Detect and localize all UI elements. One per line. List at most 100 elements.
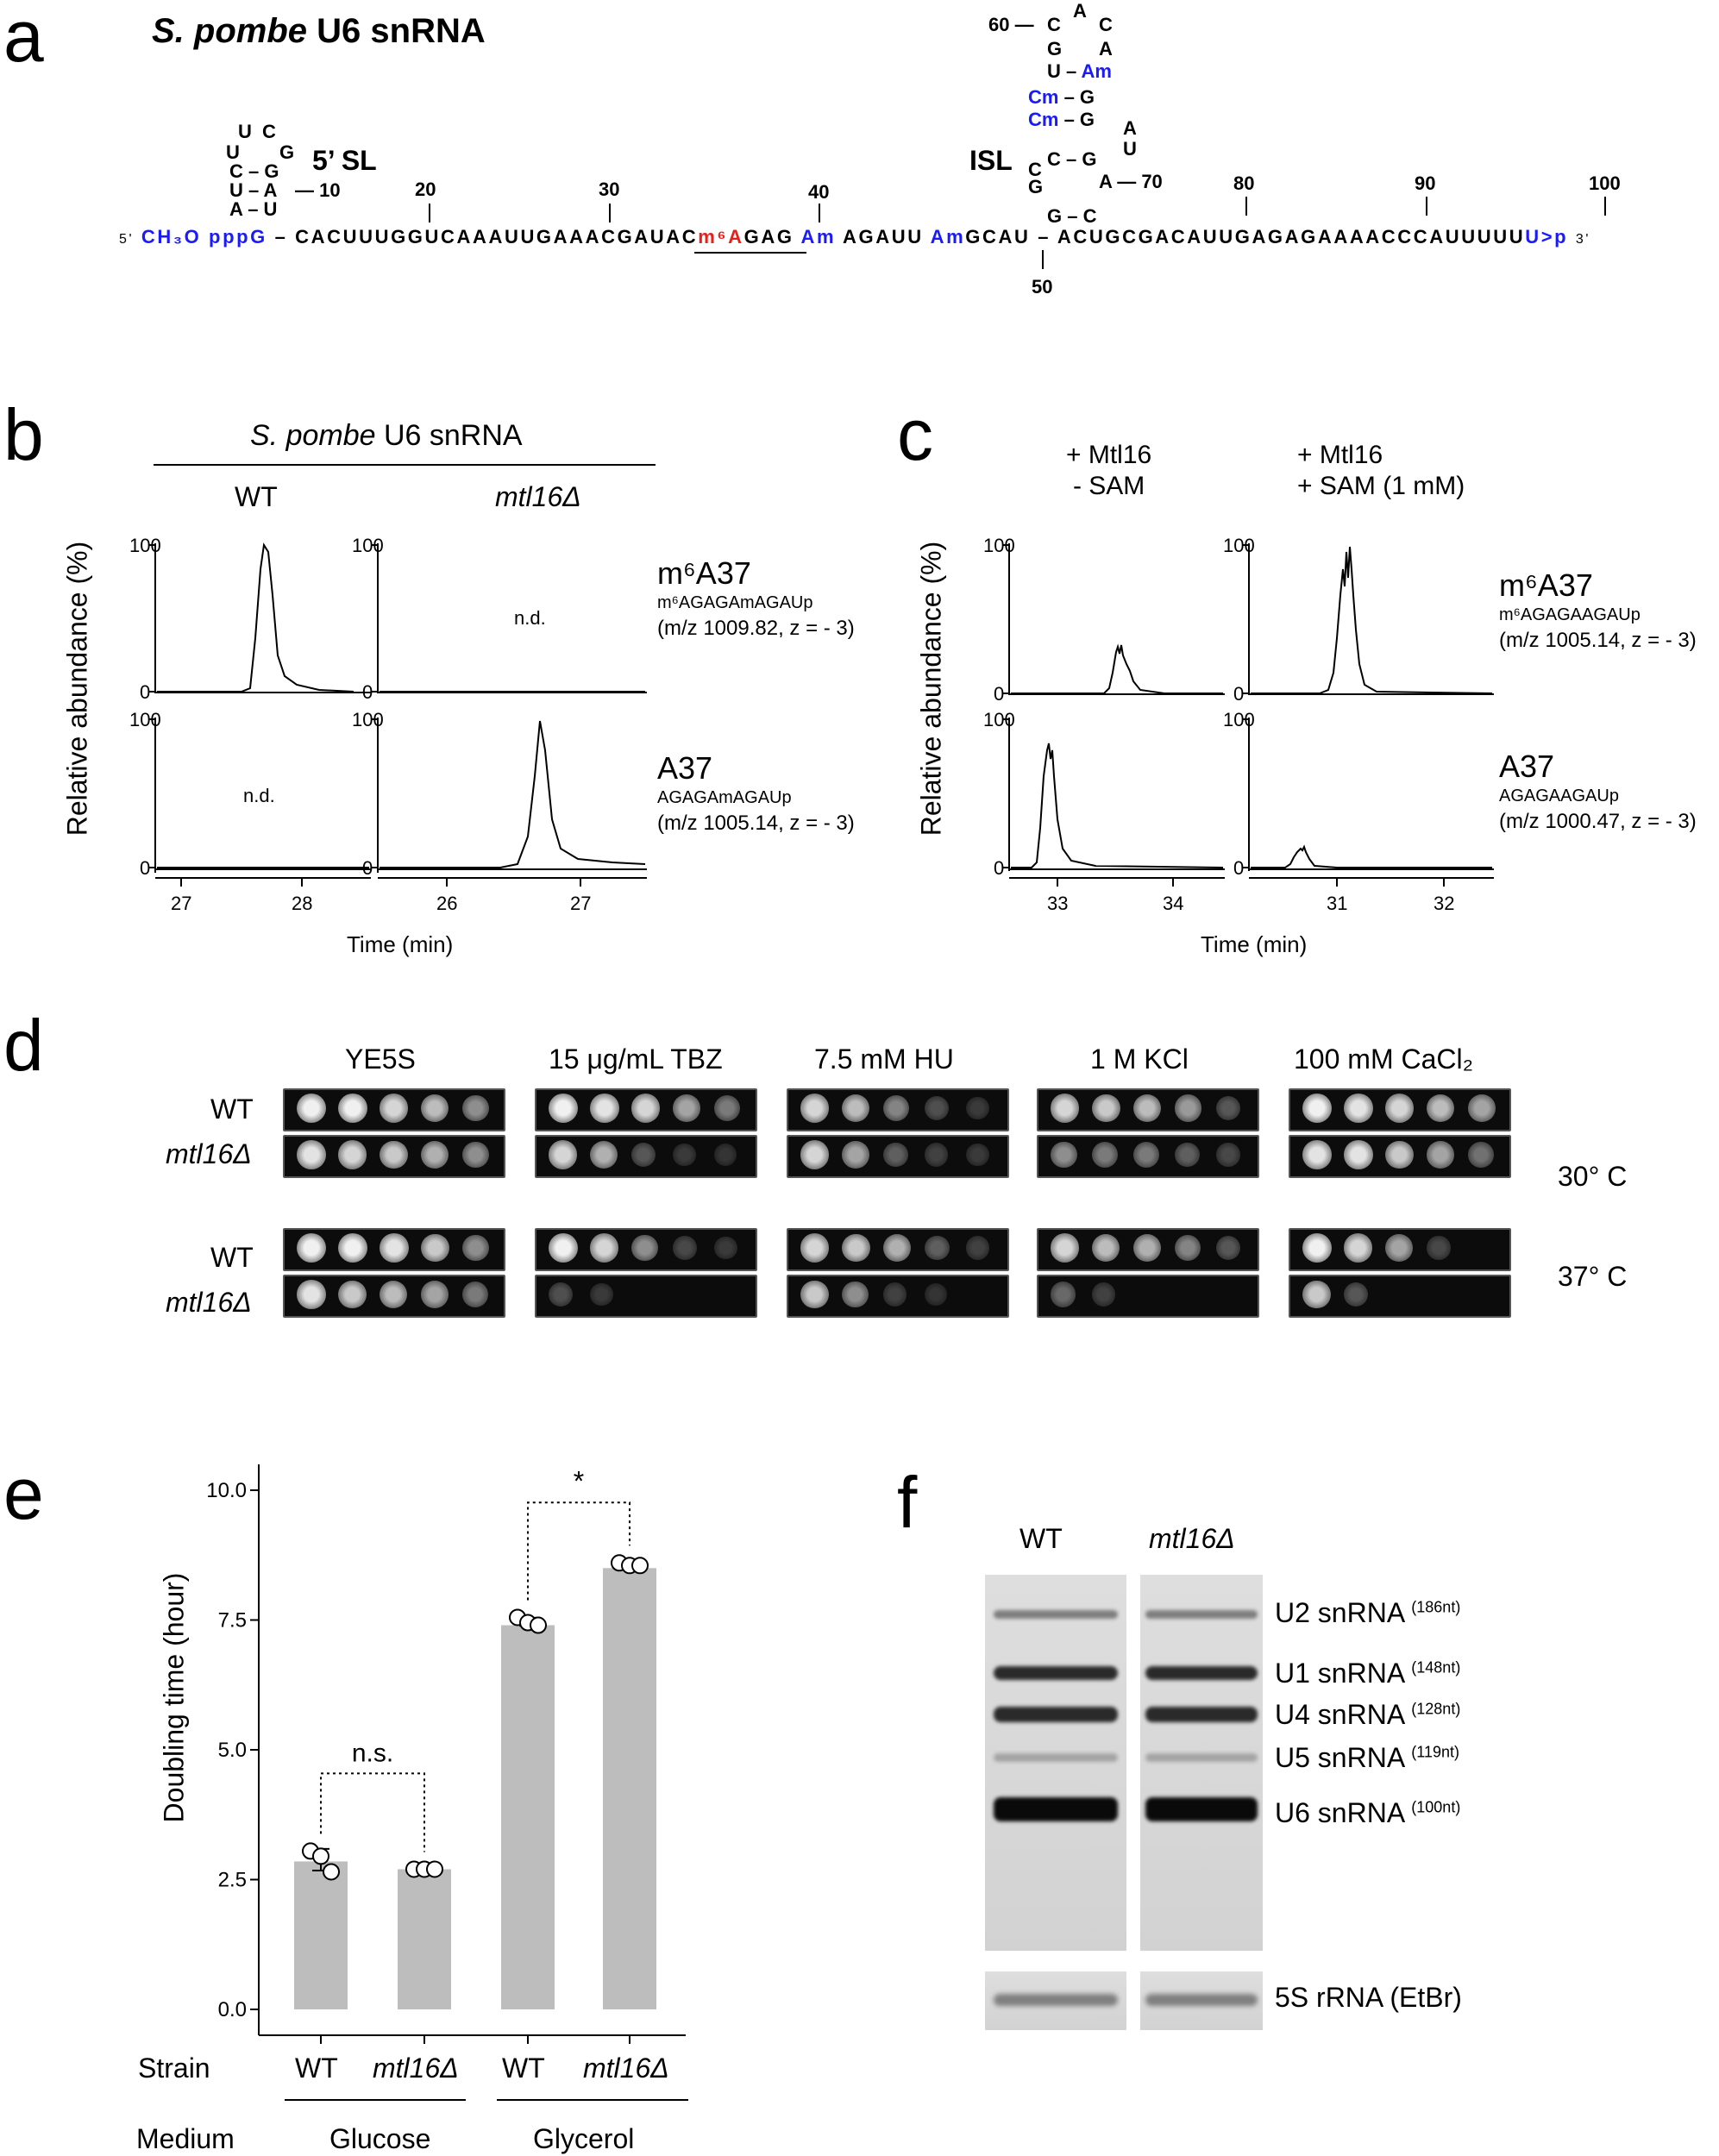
- plate-r2-c5: [1289, 1135, 1511, 1178]
- isl-a70: A — 70: [1099, 171, 1163, 192]
- yeast-spot: [1133, 1142, 1159, 1168]
- f-loading-label: 5S rRNA (EtBr): [1275, 1982, 1462, 2013]
- d-temp-37: 37° C: [1558, 1261, 1628, 1292]
- e-medium-rule-1: [285, 2099, 466, 2101]
- isl-bulge-c: C: [1028, 159, 1042, 180]
- yeast-spot: [800, 1094, 830, 1123]
- yeast-spot: [549, 1282, 573, 1307]
- plate-r3-c2: [535, 1228, 757, 1271]
- f-band-label-u4: U4 snRNA (128nt): [1275, 1699, 1461, 1730]
- m6a-site: m⁶A: [698, 226, 744, 248]
- yeast-spot: [297, 1233, 326, 1263]
- yeast-spot: [1302, 1094, 1332, 1123]
- isl-stem-loop: A C C G A U – Am Cm – G Cm – G A U C C –…: [1026, 0, 1163, 285]
- yeast-spot: [631, 1142, 656, 1168]
- yeast-spot: [549, 1233, 578, 1263]
- c-trace-nosam-a37: [1011, 743, 1224, 868]
- b-tick-r2: 27: [570, 893, 591, 914]
- yeast-spot: [673, 1143, 696, 1167]
- yeast-spot: [1385, 1140, 1414, 1169]
- data-point: [631, 1557, 649, 1575]
- panel-label-c: c: [897, 394, 933, 475]
- yeast-spot: [1092, 1142, 1118, 1168]
- isl-pair-c-g: C – G: [1047, 148, 1097, 170]
- svg-text:0: 0: [994, 857, 1004, 879]
- isl-pair-cm-g-2: Cm – G: [1028, 109, 1095, 130]
- d-cond-tbz: 15 μg/mL TBZ: [549, 1044, 723, 1075]
- yeast-spot: [549, 1140, 578, 1169]
- yeast-spot: [1302, 1233, 1332, 1263]
- yeast-spot: [883, 1094, 910, 1122]
- yeast-spot: [1302, 1140, 1332, 1169]
- yeast-spot: [842, 1141, 869, 1169]
- e-medium-glucose: Glucose: [329, 2123, 431, 2154]
- yeast-spot: [842, 1094, 870, 1123]
- svg-text:0: 0: [140, 681, 150, 703]
- yeast-spot: [549, 1094, 578, 1123]
- band-lane1-1: [994, 1610, 1118, 1619]
- yeast-spot: [1385, 1094, 1415, 1123]
- yeast-spot: [1133, 1094, 1162, 1123]
- sig-label: n.s.: [352, 1739, 393, 1767]
- band-lane2-3: [1145, 1707, 1258, 1722]
- number-30: 30: [599, 179, 620, 200]
- panel-b-col-mtl16: mtl16Δ: [495, 481, 581, 512]
- yeast-spot: [462, 1141, 489, 1169]
- svg-text:0: 0: [1233, 857, 1244, 879]
- tick-40: [819, 204, 820, 222]
- yeast-spot: [380, 1140, 408, 1169]
- b-nd-bottom: n.d.: [243, 785, 275, 806]
- yeast-spot: [380, 1280, 408, 1309]
- band-lane2-1: [1145, 1610, 1258, 1619]
- b-label-top: m⁶A37 m⁶AGAGAmAGAUp (m/z 1009.82, z = - …: [657, 555, 855, 640]
- d-cond-ye5s: YE5S: [345, 1044, 416, 1075]
- isl-label: ISL: [969, 145, 1013, 176]
- yeast-spot: [883, 1282, 907, 1307]
- yeast-spot: [1051, 1233, 1080, 1263]
- isl-g: G: [1047, 38, 1063, 60]
- yeast-spot: [380, 1094, 409, 1123]
- b-nd-top: n.d.: [514, 607, 546, 629]
- yeast-spot: [1427, 1141, 1454, 1169]
- yeast-spot: [380, 1233, 409, 1263]
- yeast-spot: [800, 1233, 830, 1263]
- cyclic-phosphate-end: U>p: [1525, 226, 1569, 248]
- tick-100: [1604, 197, 1606, 216]
- yeast-spot: [1385, 1234, 1413, 1262]
- etbr-band-lane1: [994, 1994, 1118, 2006]
- band-lane1-5: [994, 1797, 1118, 1821]
- data-point: [426, 1860, 443, 1878]
- band-lane2-4: [1145, 1753, 1258, 1762]
- b-trace-wt-m6a: [157, 542, 354, 693]
- sig-bracket: [320, 1772, 425, 1852]
- etbr-band-lane2: [1145, 1994, 1258, 2006]
- yeast-spot: [842, 1281, 869, 1308]
- yeast-spot: [1216, 1095, 1241, 1121]
- b-tick-l2: 28: [292, 893, 312, 914]
- b-tick-r1: 26: [436, 893, 457, 914]
- yeast-spot: [338, 1140, 367, 1169]
- panel-a-title: S. pombe U6 snRNA: [152, 12, 486, 51]
- yeast-spot: [800, 1280, 829, 1309]
- bar-4: [603, 1568, 656, 2009]
- band-lane2-2: [1145, 1666, 1258, 1680]
- isl-c: C: [1047, 14, 1061, 35]
- yeast-spot: [631, 1234, 658, 1262]
- band-lane2-5: [1145, 1797, 1258, 1821]
- three-prime-end: 3': [1575, 232, 1591, 247]
- panel-c-ylabel: Relative abundance (%): [915, 541, 947, 837]
- yeast-spot: [1092, 1233, 1120, 1263]
- yeast-spot: [421, 1281, 449, 1308]
- yeast-spot: [421, 1233, 449, 1263]
- plate-r4-c1: [283, 1275, 505, 1318]
- svg-text:0: 0: [140, 857, 150, 879]
- yeast-spot: [1302, 1280, 1331, 1309]
- band-lane1-4: [994, 1753, 1118, 1762]
- yeast-spot: [462, 1234, 489, 1262]
- c-xlabel: Time (min): [1201, 931, 1307, 957]
- yeast-spot: [1468, 1142, 1494, 1168]
- sig-label: *: [574, 1465, 584, 1496]
- yeast-spot: [338, 1280, 367, 1309]
- plate-r4-c2: [535, 1275, 757, 1318]
- number-50: 50: [1032, 276, 1053, 298]
